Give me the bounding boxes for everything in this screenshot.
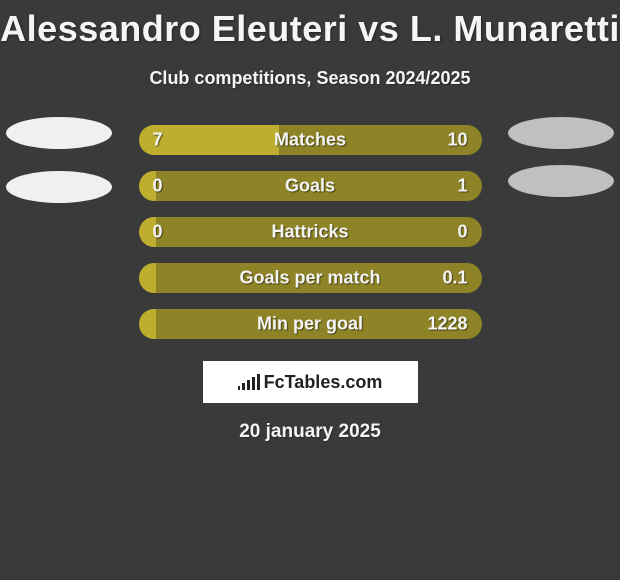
brand-box: FcTables.com bbox=[203, 361, 418, 403]
stat-row: 7 Matches 10 bbox=[0, 117, 620, 163]
brand-label: FcTables.com bbox=[264, 372, 383, 393]
stat-value-left: 0 bbox=[153, 222, 163, 243]
stat-value-right: 0.1 bbox=[442, 268, 467, 289]
subtitle: Club competitions, Season 2024/2025 bbox=[0, 68, 620, 89]
signal-icon bbox=[238, 374, 260, 390]
stat-row: Min per goal 1228 bbox=[0, 301, 620, 347]
stat-label: Min per goal bbox=[257, 314, 363, 335]
stat-label: Hattricks bbox=[271, 222, 348, 243]
page-title: Alessandro Eleuteri vs L. Munaretti bbox=[0, 0, 620, 50]
stat-label: Goals bbox=[285, 176, 335, 197]
stat-row: Goals per match 0.1 bbox=[0, 255, 620, 301]
bar-track: Goals per match 0.1 bbox=[139, 263, 482, 293]
stat-value-right: 1 bbox=[457, 176, 467, 197]
stat-value-right: 1228 bbox=[427, 314, 467, 335]
stat-value-right: 10 bbox=[447, 130, 467, 151]
stat-value-left: 7 bbox=[153, 130, 163, 151]
comparison-bars: 7Matches100Goals10Hattricks0Goals per ma… bbox=[0, 117, 620, 347]
bar-track: Min per goal 1228 bbox=[139, 309, 482, 339]
stat-label: Matches bbox=[274, 130, 346, 151]
stat-label: Goals per match bbox=[239, 268, 380, 289]
bar-fill bbox=[139, 309, 156, 339]
stat-row: 0 Hattricks 0 bbox=[0, 209, 620, 255]
bar-fill bbox=[139, 263, 156, 293]
stat-value-left: 0 bbox=[153, 176, 163, 197]
stat-value-right: 0 bbox=[457, 222, 467, 243]
bar-track: 0 Hattricks 0 bbox=[139, 217, 482, 247]
bar-track: 7 Matches 10 bbox=[139, 125, 482, 155]
stat-row: 0 Goals 1 bbox=[0, 163, 620, 209]
bar-track: 0 Goals 1 bbox=[139, 171, 482, 201]
date-label: 20 january 2025 bbox=[0, 421, 620, 443]
